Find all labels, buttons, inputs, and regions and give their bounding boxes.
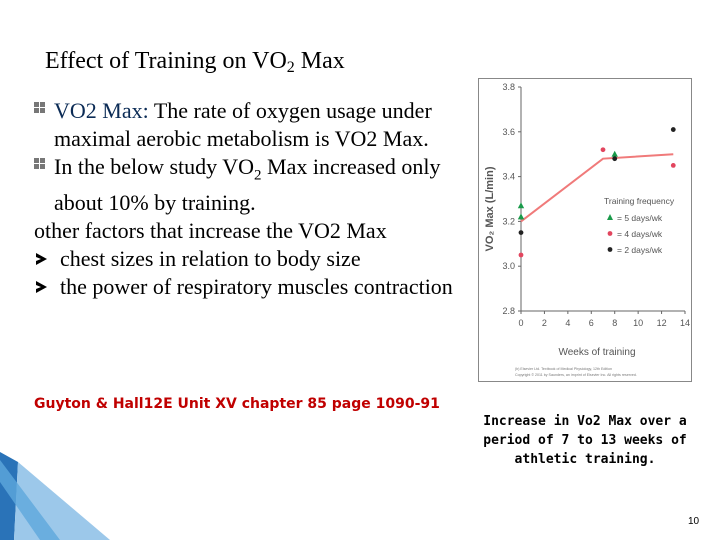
legend-entry: = 2 days/wk [617, 245, 663, 255]
legend-marker [607, 231, 613, 236]
square-bullet-icon [34, 102, 45, 114]
legend-marker [607, 214, 613, 220]
vo2-chart-figure: 2.8 3.0 3.2 3.4 3.6 3.8 0 2 4 6 8 10 12 14 Training f… [478, 78, 692, 382]
x-tick-label: 12 [657, 318, 667, 328]
legend-marker [607, 247, 613, 252]
y-tick-label: 3.2 [502, 216, 515, 226]
slide-content: VO2 Max: The rate of oxygen usage under … [34, 97, 454, 301]
x-tick-label: 14 [680, 318, 690, 328]
data-point-2-days [670, 127, 676, 132]
x-tick-label: 8 [612, 318, 617, 328]
data-point-5-days [517, 202, 525, 209]
data-point-5-days [611, 150, 618, 157]
factor-item: the power of respiratory muscles contrac… [34, 273, 454, 301]
data-point-2-days [612, 156, 618, 162]
corner-decoration [0, 452, 110, 540]
y-tick-label: 3.4 [502, 172, 515, 182]
legend-entry: = 5 days/wk [617, 213, 663, 223]
trend-line [520, 153, 674, 223]
x-tick-label: 10 [633, 318, 643, 328]
data-point-4-days [670, 163, 676, 168]
chart-x-axis-label: Weeks of training [558, 347, 635, 358]
legend-title: Training frequency [604, 196, 675, 206]
y-tick-label: 3.6 [502, 127, 515, 137]
data-point-5-days [517, 213, 525, 220]
legend-entry: = 4 days/wk [617, 229, 663, 239]
chart-footnote: Copyright © 2011 by Saunders, an imprint… [515, 373, 637, 377]
bullet-study: In the below study VO2 Max increased onl… [34, 153, 454, 217]
page-number: 10 [688, 516, 700, 527]
figure-caption: Increase in Vo2 Max over a period of 7 t… [483, 414, 687, 467]
slide-title: Effect of Training on VO2 Max [45, 48, 345, 76]
vo2-chart: 2.8 3.0 3.2 3.4 3.6 3.8 0 2 4 6 8 10 12 14 Training f… [484, 82, 690, 377]
other-factors-heading: other factors that increase the VO2 Max [34, 218, 387, 244]
chart-footnote: (b) Elsevier Ltd. Textbook of Medical Ph… [515, 367, 612, 371]
bullet-vo2-definition: VO2 Max: The rate of oxygen usage under … [34, 97, 454, 153]
x-tick-label: 6 [589, 318, 594, 328]
x-tick-label: 4 [565, 318, 570, 328]
chart-y-axis-label: VO₂ Max (L/min) [484, 166, 496, 251]
data-point-4-days [518, 252, 524, 258]
x-tick-label: 0 [518, 318, 523, 328]
y-tick-label: 3.0 [502, 261, 515, 271]
square-bullet-icon [34, 158, 45, 170]
arrow-bullet-icon [36, 281, 47, 294]
data-point-4-days [600, 147, 606, 153]
x-tick-label: 2 [542, 318, 547, 328]
arrow-bullet-icon [36, 253, 47, 266]
y-tick-label: 2.8 [502, 306, 515, 316]
y-tick-label: 3.8 [502, 82, 515, 92]
factor-item: chest sizes in relation to body size [34, 245, 454, 273]
data-point-2-days [518, 230, 524, 236]
reference-citation: Guyton & Hall12E Unit XV chapter 85 page… [34, 396, 440, 412]
